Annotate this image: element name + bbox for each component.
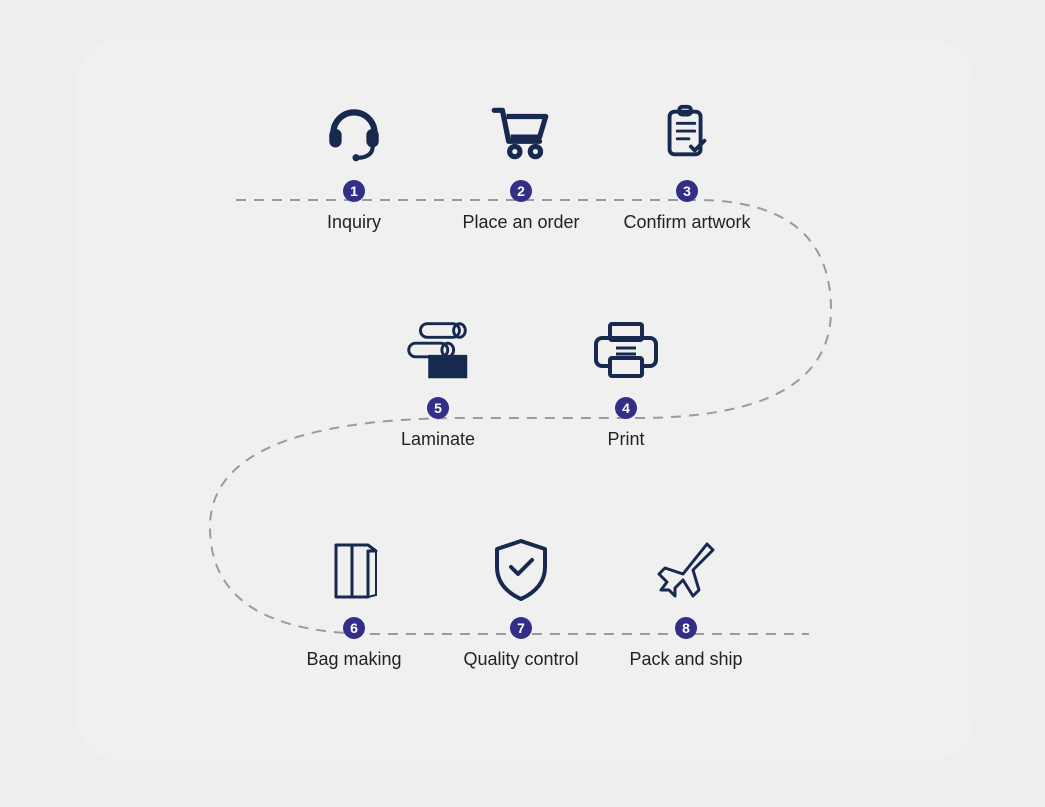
printer-icon: [586, 317, 666, 383]
step-badge-5: 5: [427, 397, 449, 419]
step-label-3: Confirm artwork: [623, 212, 750, 233]
step-5: 5 Laminate: [353, 317, 523, 450]
step-2: 2 Place an order: [436, 100, 606, 233]
step-1: 1 Inquiry: [269, 100, 439, 233]
bag-icon: [314, 537, 394, 603]
step-badge-8: 8: [675, 617, 697, 639]
step-label-1: Inquiry: [327, 212, 381, 233]
step-label-5: Laminate: [401, 429, 475, 450]
step-badge-6: 6: [343, 617, 365, 639]
step-badge-7: 7: [510, 617, 532, 639]
step-6: 6 Bag making: [269, 537, 439, 670]
step-3: 3 Confirm artwork: [602, 100, 772, 233]
step-8: 8 Pack and ship: [601, 537, 771, 670]
step-label-8: Pack and ship: [629, 649, 742, 670]
clipboard-icon: [647, 100, 727, 166]
step-label-7: Quality control: [463, 649, 578, 670]
cart-icon: [481, 100, 561, 166]
process-card: 1 Inquiry 2 Place an order 3: [76, 40, 974, 760]
headset-icon: [314, 100, 394, 166]
step-label-6: Bag making: [306, 649, 401, 670]
shield-icon: [481, 537, 561, 603]
step-badge-2: 2: [510, 180, 532, 202]
step-label-2: Place an order: [462, 212, 579, 233]
step-label-4: Print: [607, 429, 644, 450]
plane-icon: [646, 537, 726, 603]
step-badge-1: 1: [343, 180, 365, 202]
step-badge-4: 4: [615, 397, 637, 419]
step-4: 4 Print: [541, 317, 711, 450]
rolls-icon: [398, 317, 478, 383]
step-7: 7 Quality control: [436, 537, 606, 670]
step-badge-3: 3: [676, 180, 698, 202]
